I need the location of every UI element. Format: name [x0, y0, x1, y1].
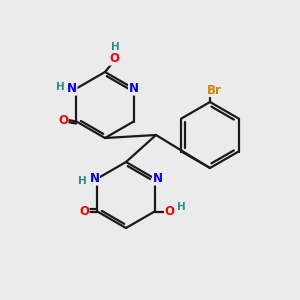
- Text: H: H: [78, 176, 87, 187]
- Text: Br: Br: [207, 83, 222, 97]
- Text: O: O: [109, 52, 119, 65]
- Text: H: H: [177, 202, 185, 212]
- Text: N: N: [67, 82, 77, 95]
- Text: N: N: [129, 82, 139, 95]
- Text: N: N: [153, 172, 163, 185]
- Text: O: O: [79, 205, 89, 218]
- Text: H: H: [56, 82, 64, 92]
- Text: H: H: [111, 42, 120, 52]
- Text: N: N: [89, 172, 99, 185]
- Text: O: O: [165, 205, 175, 218]
- Text: O: O: [58, 113, 68, 127]
